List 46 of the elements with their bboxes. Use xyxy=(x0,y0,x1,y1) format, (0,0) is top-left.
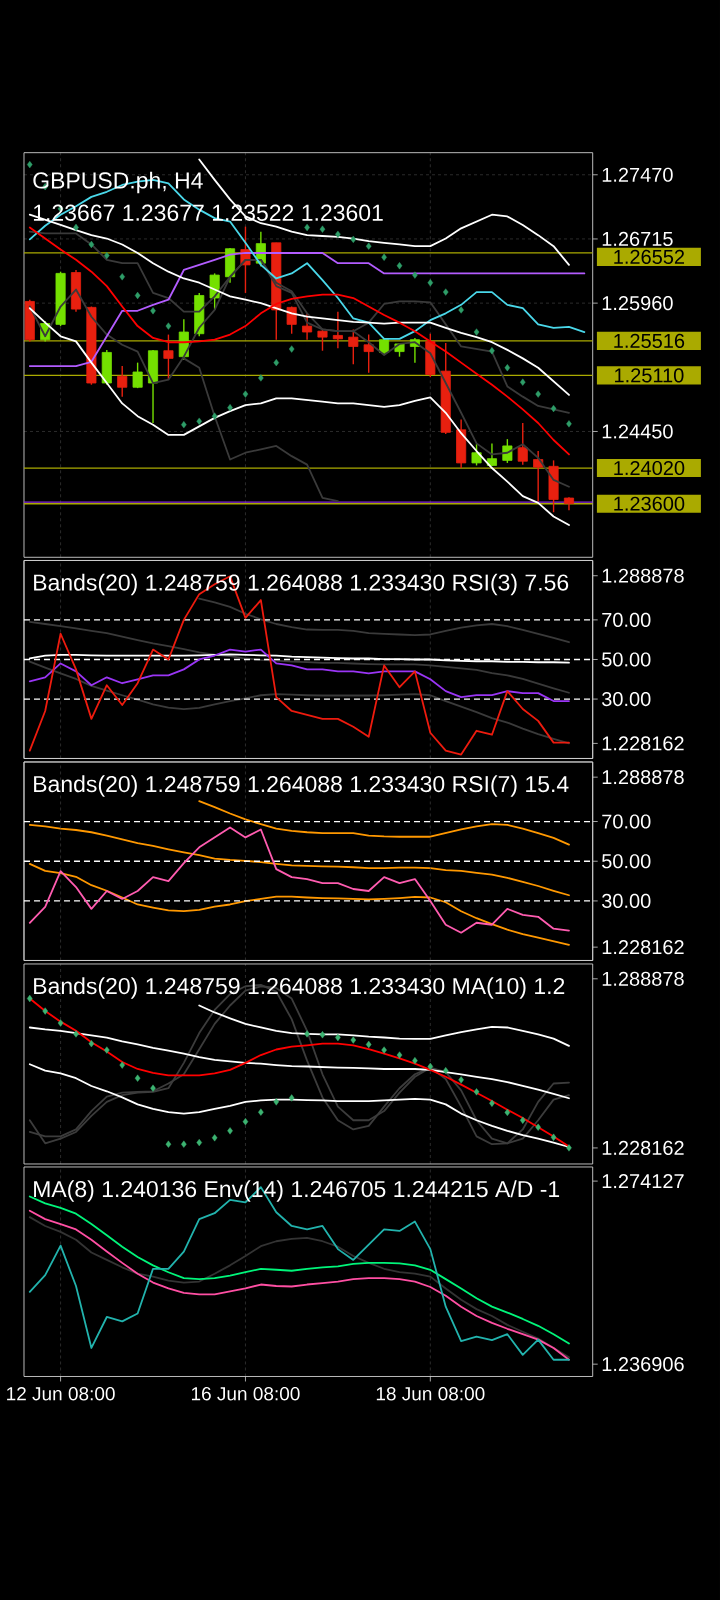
point xyxy=(566,1144,572,1152)
point xyxy=(88,1040,95,1048)
point xyxy=(412,1057,418,1065)
point xyxy=(273,1098,280,1106)
point xyxy=(211,1134,218,1142)
point xyxy=(458,1076,464,1084)
point xyxy=(104,1046,110,1054)
point xyxy=(181,1140,187,1148)
point xyxy=(73,1030,79,1038)
y-tick-label: 1.274127 xyxy=(602,1174,684,1189)
point xyxy=(550,1133,557,1141)
point xyxy=(489,1099,495,1107)
x-tick-label: 18 Jun 08:00 xyxy=(376,1387,485,1401)
point xyxy=(119,1061,125,1069)
point xyxy=(427,1062,434,1071)
y-tick-label: 1.288878 xyxy=(602,971,684,986)
point xyxy=(473,1088,480,1096)
point xyxy=(396,1051,403,1059)
point xyxy=(242,1118,249,1126)
text: Bands(20) 1.248759 1.264088 1.233430 RSI(7) 15.4 xyxy=(34,775,569,797)
x-tick-label: 12 Jun 08:00 xyxy=(7,1387,115,1401)
point xyxy=(227,1127,233,1135)
point xyxy=(319,1031,326,1039)
y-tick-label: 70.00 xyxy=(602,814,651,829)
point xyxy=(381,1046,387,1054)
point xyxy=(258,1108,264,1116)
y-tick-label: 50.00 xyxy=(602,854,651,869)
point xyxy=(57,1019,64,1027)
y-tick-label: 1.228162 xyxy=(602,1140,684,1156)
point xyxy=(504,1108,511,1117)
x-tick-label: 16 Jun 08:00 xyxy=(191,1387,300,1401)
line-series xyxy=(198,1004,570,1047)
point xyxy=(365,1040,372,1049)
point xyxy=(350,1036,357,1044)
point xyxy=(150,1084,156,1092)
point xyxy=(535,1123,541,1131)
point xyxy=(304,1030,310,1038)
point xyxy=(442,1067,449,1075)
point xyxy=(42,1007,48,1015)
point xyxy=(134,1074,141,1082)
point xyxy=(288,1094,295,1102)
point xyxy=(520,1116,526,1124)
point xyxy=(165,1140,172,1148)
y-tick-label: 1.236906 xyxy=(602,1357,684,1372)
y-tick-label: 30.00 xyxy=(601,893,651,909)
text: Bands(20) 1.248759 1.264088 1.233430 MA(10) 1.2 xyxy=(34,977,565,999)
